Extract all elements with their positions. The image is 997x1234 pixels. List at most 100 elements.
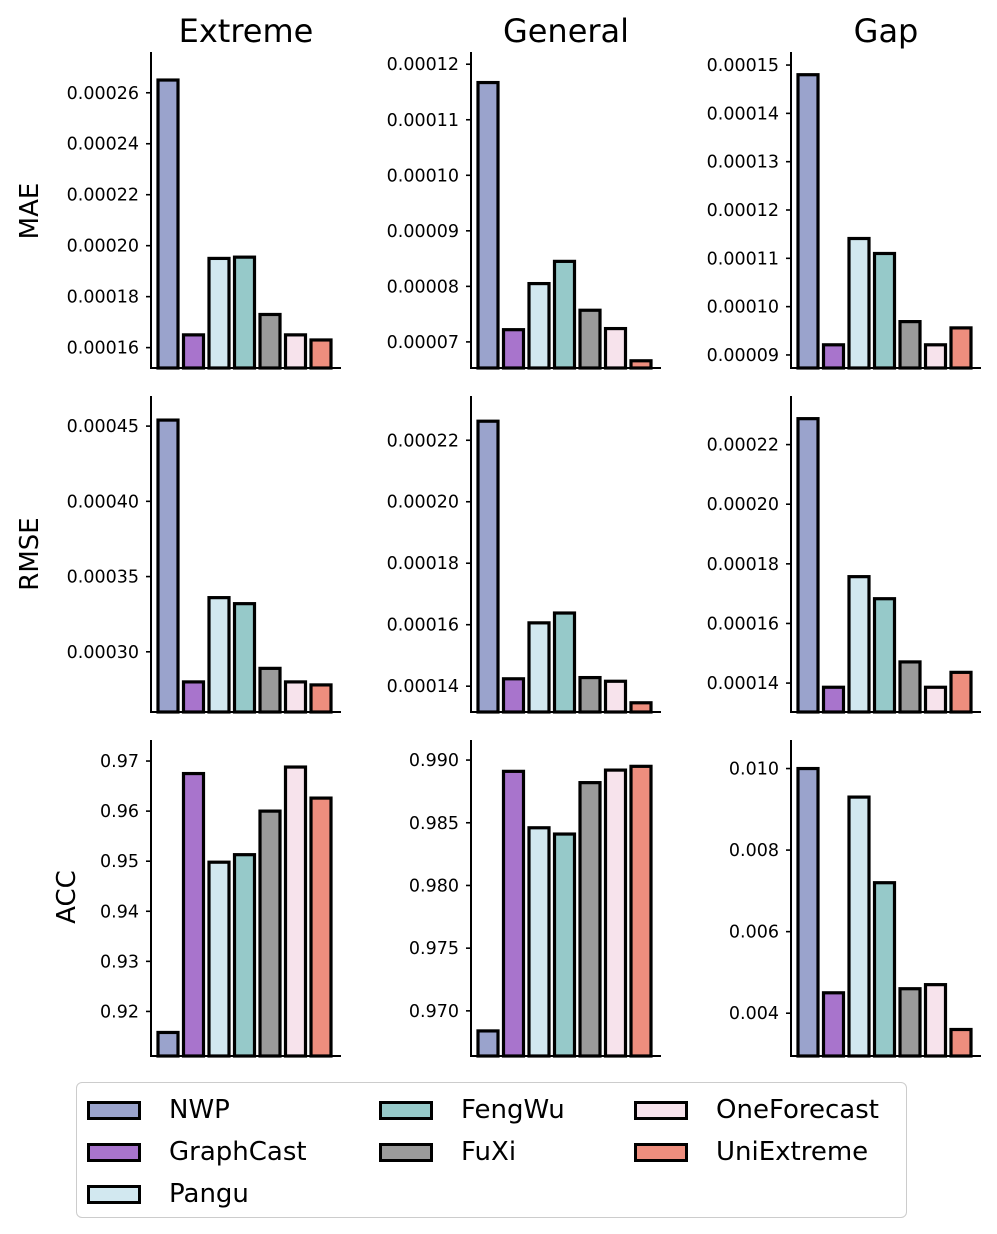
legend: NWP GraphCast Pangu FengWu FuXi OneForec… [76, 1082, 907, 1218]
bar-mae-general-graphcast [501, 328, 526, 370]
legend-label-graphcast: GraphCast [169, 1137, 307, 1167]
ytick-label: 0.008 [729, 841, 779, 861]
legend-item-nwp: NWP [87, 1095, 230, 1125]
ytick-label: 0.00008 [387, 277, 459, 297]
ytick-label: 0.00020 [387, 493, 459, 513]
ytick-label: 0.00022 [67, 186, 139, 206]
legend-label-nwp: NWP [169, 1095, 230, 1125]
ytick-label: 0.990 [409, 751, 459, 771]
legend-swatch-pangu [87, 1184, 141, 1204]
ytick-label: 0.006 [729, 923, 779, 943]
bar-rmse-general-uniextreme [629, 701, 653, 714]
bar-mae-extreme-fuxi [258, 312, 282, 370]
legend-item-pangu: Pangu [87, 1179, 249, 1209]
ytick-label: 0.00011 [387, 111, 459, 131]
bar-mae-gap-pangu [847, 236, 871, 370]
ytick-label: 0.00024 [67, 135, 139, 155]
ytick-label: 0.00012 [707, 201, 779, 221]
ytick-label: 0.00018 [707, 555, 779, 575]
ytick-label: 0.94 [100, 902, 139, 922]
bar-acc-gap-graphcast [821, 991, 846, 1058]
bar-acc-general-uniextreme [629, 764, 653, 1058]
bar-mae-extreme-oneforecast [283, 333, 308, 370]
ytick-label: 0.980 [409, 876, 459, 896]
legend-swatch-fuxi [379, 1142, 433, 1162]
bar-rmse-gap-pangu [847, 575, 871, 714]
bar-acc-gap-pangu [847, 795, 871, 1058]
bar-acc-extreme-oneforecast [283, 765, 308, 1058]
panel-mae-gap: 0.00009 0.00010 0.00011 0.00012 0.00013 0.000… [707, 52, 981, 370]
ytick-label: 0.00014 [707, 674, 779, 694]
bar-mae-general-pangu [527, 281, 551, 370]
column-title-general: General [503, 12, 629, 50]
ytick-label: 0.96 [100, 802, 139, 822]
bar-mae-extreme-graphcast [181, 333, 206, 370]
bar-rmse-extreme-fengwu [232, 602, 257, 714]
panel-acc-gap: 0.004 0.006 0.008 0.010 [729, 740, 981, 1058]
bar-mae-gap-oneforecast [923, 343, 948, 370]
bar-rmse-gap-fuxi [898, 660, 922, 714]
ytick-label: 0.00020 [67, 237, 139, 257]
ytick-label: 0.00040 [67, 492, 139, 512]
ytick-label: 0.00012 [387, 55, 459, 75]
panel-acc-extreme: 0.92 0.93 0.94 0.95 0.96 0.97 [100, 740, 341, 1058]
panel-rmse-extreme: 0.00030 0.00035 0.00040 0.00045 [67, 396, 341, 714]
bar-mae-gap-fengwu [872, 251, 897, 370]
legend-label-oneforecast: OneForecast [716, 1095, 879, 1125]
ytick-label: 0.00045 [67, 417, 139, 437]
legend-label-pangu: Pangu [169, 1179, 249, 1209]
bar-rmse-general-fuxi [578, 675, 602, 714]
column-title-gap: Gap [854, 12, 919, 50]
ytick-label: 0.00018 [387, 554, 459, 574]
bar-acc-gap-uniextreme [949, 1027, 973, 1058]
ytick-label: 0.00030 [67, 643, 139, 663]
bar-acc-extreme-nwp [156, 1030, 180, 1058]
bar-acc-general-graphcast [501, 769, 526, 1058]
legend-swatch-fengwu [379, 1100, 433, 1120]
ytick-label: 0.010 [729, 760, 779, 780]
row-title-rmse: RMSE [15, 517, 45, 590]
bar-mae-gap-nwp [796, 73, 820, 370]
ytick-label: 0.00010 [387, 166, 459, 186]
bar-rmse-extreme-graphcast [181, 680, 206, 714]
bar-rmse-gap-oneforecast [923, 685, 948, 714]
ytick-label: 0.00018 [67, 288, 139, 308]
bar-rmse-gap-nwp [796, 417, 820, 714]
panel-rmse-general: 0.00014 0.00016 0.00018 0.00020 0.00022 [387, 396, 661, 714]
legend-swatch-nwp [87, 1100, 141, 1120]
legend-item-graphcast: GraphCast [87, 1137, 307, 1167]
panel-rmse-gap: 0.00014 0.00016 0.00018 0.00020 0.00022 [707, 396, 981, 714]
ytick-label: 0.00016 [67, 339, 139, 359]
panel-mae-general: 0.00007 0.00008 0.00009 0.00010 0.00011 0.000… [387, 52, 661, 370]
bar-acc-general-nwp [476, 1029, 500, 1058]
bar-mae-gap-fuxi [898, 320, 922, 370]
column-title-extreme: Extreme [179, 12, 314, 50]
bar-rmse-general-pangu [527, 621, 551, 714]
bar-acc-gap-fuxi [898, 987, 922, 1058]
bar-mae-extreme-uniextreme [309, 338, 333, 370]
bar-mae-general-nwp [476, 80, 500, 370]
legend-swatch-graphcast [87, 1142, 141, 1162]
ytick-label: 0.93 [100, 952, 139, 972]
bar-rmse-extreme-nwp [156, 418, 180, 714]
ytick-label: 0.95 [100, 852, 139, 872]
row-title-acc: ACC [52, 870, 82, 924]
bar-mae-extreme-fengwu [232, 255, 257, 370]
legend-item-fuxi: FuXi [379, 1137, 516, 1167]
bar-acc-general-fengwu [552, 832, 577, 1058]
legend-item-oneforecast: OneForecast [634, 1095, 879, 1125]
ytick-label: 0.00011 [707, 249, 779, 269]
bar-acc-general-fuxi [578, 781, 602, 1058]
bar-acc-extreme-graphcast [181, 771, 206, 1058]
ytick-label: 0.00014 [707, 104, 779, 124]
bar-mae-extreme-pangu [207, 256, 231, 370]
bar-mae-gap-graphcast [821, 343, 846, 370]
row-title-mae: MAE [15, 183, 45, 240]
panel-mae-extreme: 0.00016 0.00018 0.00020 0.00022 0.00024 0.000… [67, 52, 341, 370]
ytick-label: 0.00016 [707, 614, 779, 634]
ytick-label: 0.92 [100, 1002, 139, 1022]
ytick-label: 0.975 [409, 939, 459, 959]
ytick-label: 0.00009 [387, 222, 459, 242]
bar-rmse-general-fengwu [552, 611, 577, 714]
bar-mae-gap-uniextreme [949, 326, 973, 370]
